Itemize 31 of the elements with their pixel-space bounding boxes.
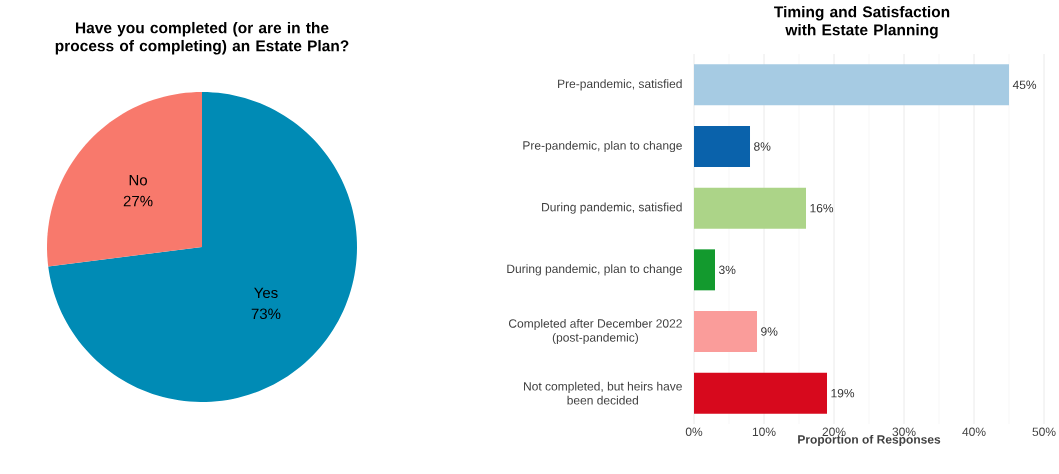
y-tick-label: Completed after December 2022 (post-pandemic) bbox=[508, 318, 682, 345]
data-label: 19% bbox=[831, 388, 855, 398]
x-tick-label: 50% bbox=[1032, 427, 1056, 437]
data-label: 27% bbox=[123, 195, 153, 207]
data-label: 3% bbox=[719, 265, 736, 275]
x-tick-label: 30% bbox=[892, 427, 916, 437]
y-tick-label: Not completed, but heirs have been decided bbox=[524, 381, 682, 405]
data-label: 16% bbox=[810, 203, 834, 213]
y-tick-label: During pandemic, plan to change bbox=[507, 264, 682, 276]
bar bbox=[694, 64, 1010, 106]
x-axis-title: Proportion of Responses bbox=[798, 434, 941, 447]
y-tick-label: Pre-pandemic, plan to change bbox=[523, 140, 682, 153]
bar bbox=[694, 372, 828, 414]
x-tick-label: 0% bbox=[685, 427, 703, 437]
x-tick-label: 40% bbox=[962, 427, 986, 437]
y-tick-label: During pandemic, satisfied bbox=[542, 202, 682, 214]
y-tick-label: Pre-pandemic, satisfied bbox=[558, 79, 682, 91]
data-label: 9% bbox=[761, 327, 778, 336]
bar bbox=[694, 126, 751, 168]
x-tick-label: 10% bbox=[752, 427, 776, 437]
x-tick-label: 20% bbox=[822, 427, 846, 437]
chart-title: Have you completed (or are in the process of completing) an Estate Plan? bbox=[55, 21, 349, 55]
data-label: 73% bbox=[251, 308, 281, 320]
bar bbox=[694, 249, 716, 291]
bar bbox=[694, 311, 758, 353]
slice-label: No bbox=[129, 174, 148, 186]
chart-title: Timing and Satisfaction with Estate Planning bbox=[774, 5, 950, 39]
slice-label: Yes bbox=[254, 287, 278, 299]
data-label: 8% bbox=[754, 142, 771, 151]
data-label: 45% bbox=[1012, 80, 1037, 90]
bar bbox=[694, 187, 807, 229]
